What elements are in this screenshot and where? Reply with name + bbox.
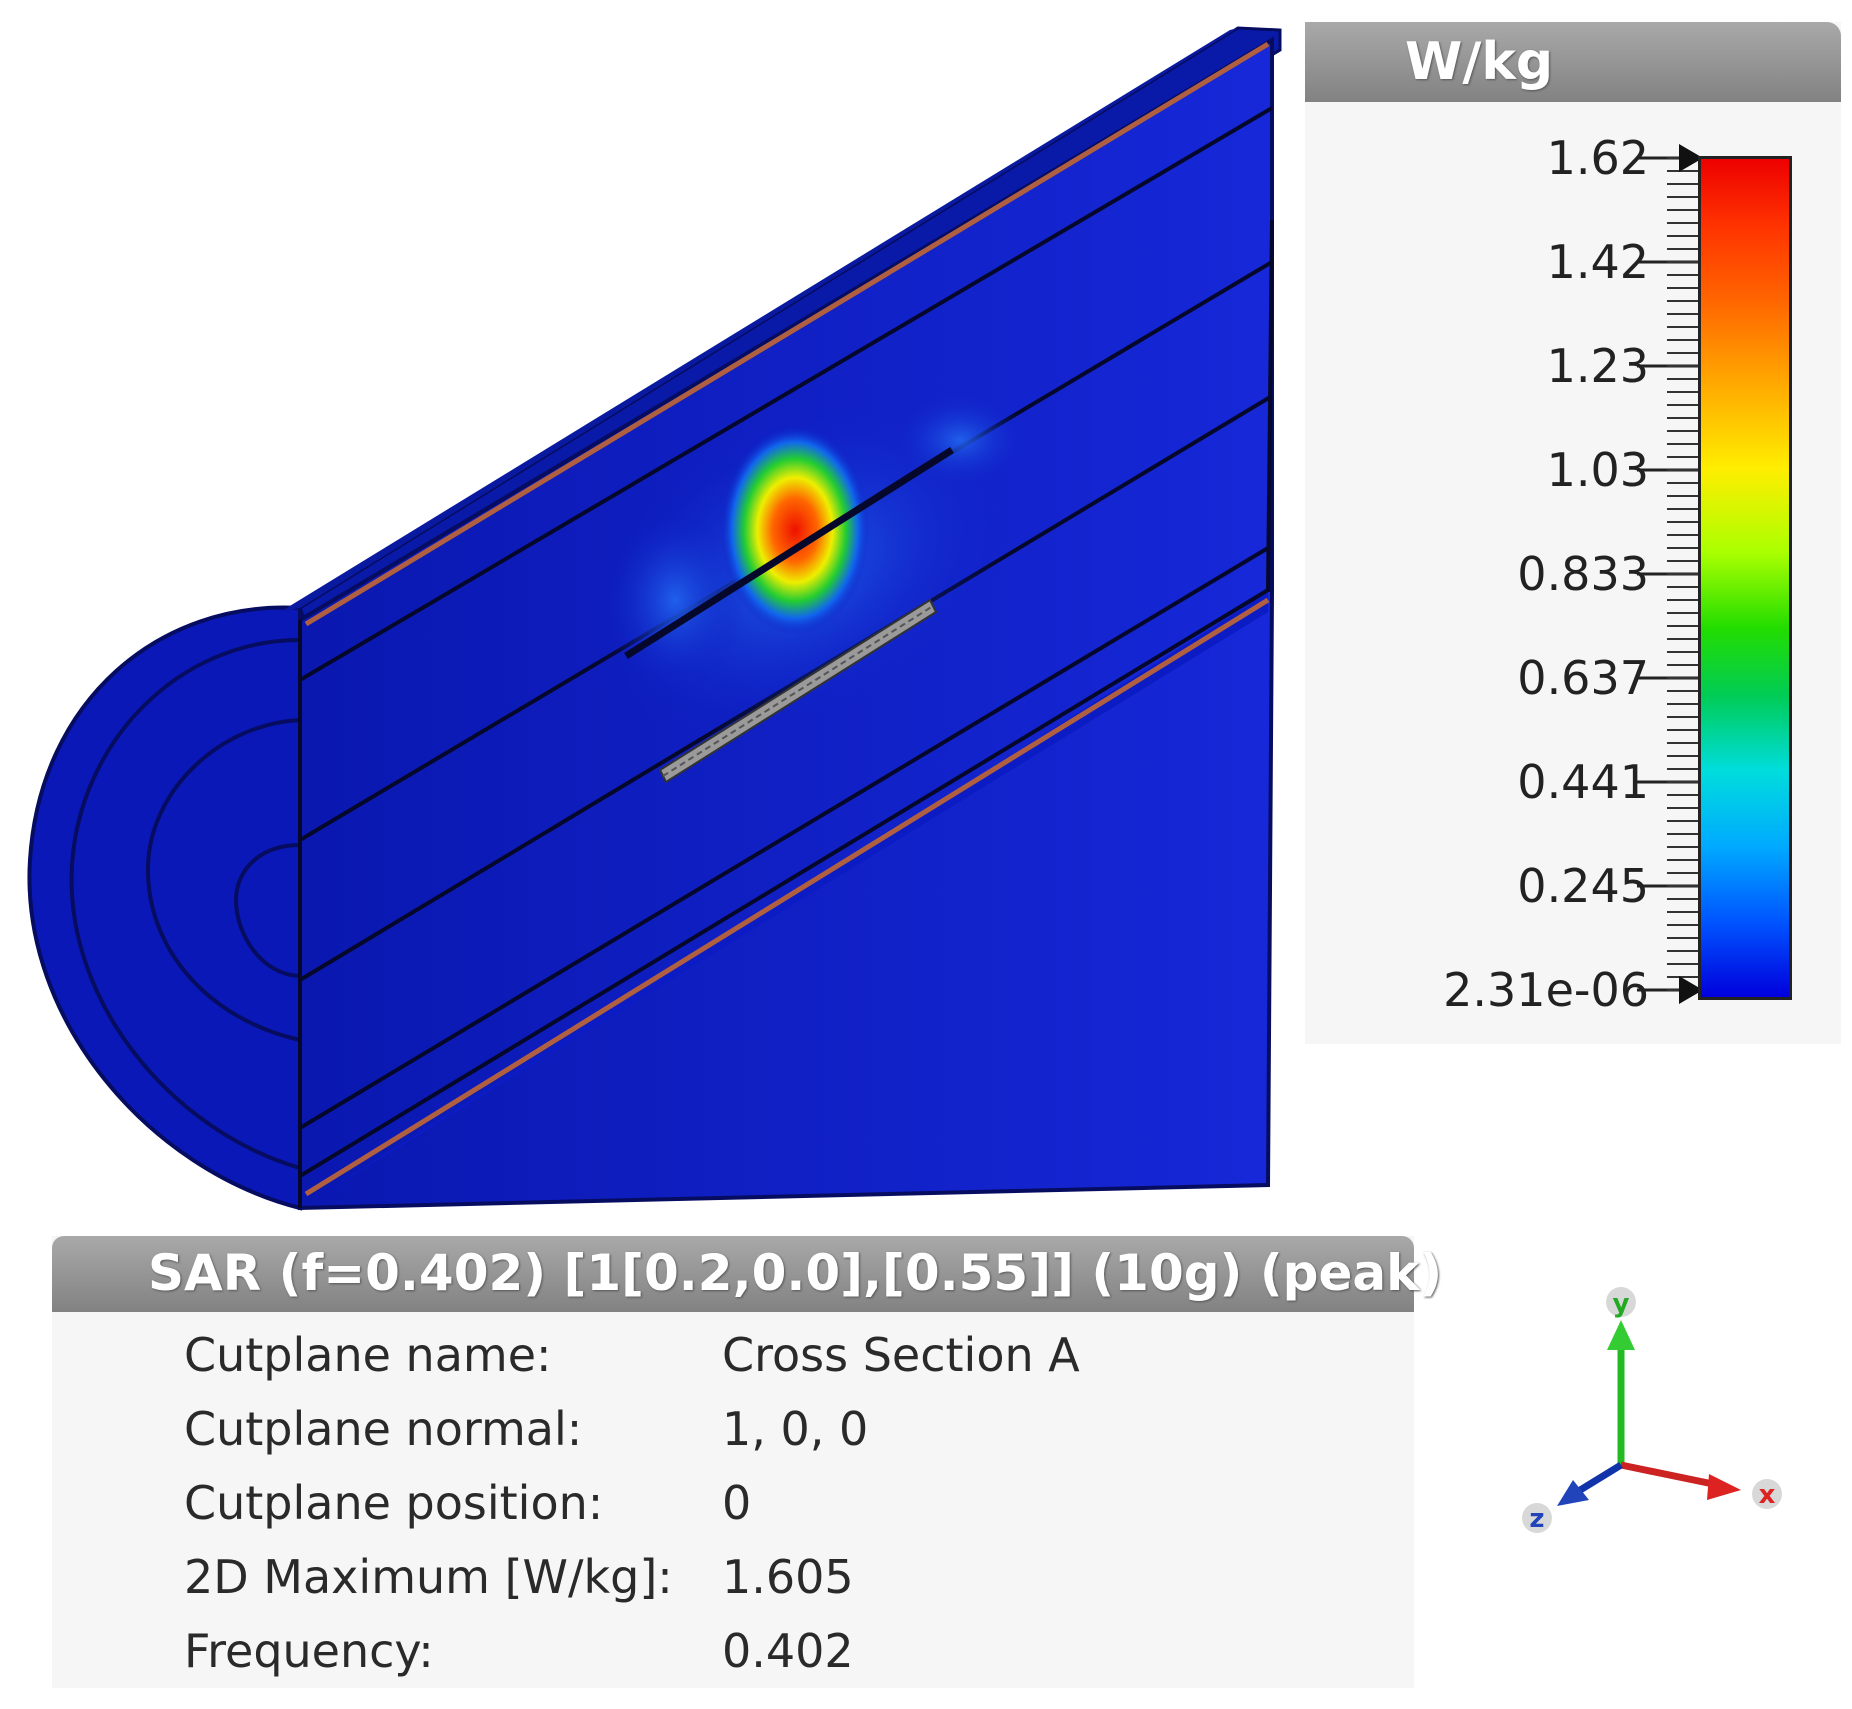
antenna-strip xyxy=(658,598,938,784)
info-label: Cutplane normal: xyxy=(184,1402,583,1456)
bottom-edge-stripe xyxy=(304,597,1270,1197)
info-value: 0 xyxy=(722,1476,752,1530)
info-row-2d-maximum: 2D Maximum [W/kg]: 1.605 xyxy=(184,1550,1384,1620)
z-axis-label: z xyxy=(1529,1504,1544,1534)
colorbar-tick-label: 0.637 xyxy=(1517,651,1649,705)
info-label: Cutplane name: xyxy=(184,1328,552,1382)
info-label: Cutplane position: xyxy=(184,1476,604,1530)
colorbar-gradient xyxy=(1698,156,1792,1000)
colorbar-tick-label: 1.42 xyxy=(1546,235,1649,289)
x-axis-arrow: x xyxy=(1620,1461,1782,1510)
feed-line xyxy=(624,447,954,659)
info-value: 1, 0, 0 xyxy=(722,1402,869,1456)
colorbar-tick-label: 1.62 xyxy=(1546,131,1649,185)
info-row-cutplane-position: Cutplane position: 0 xyxy=(184,1476,1384,1546)
top-edge-stripe xyxy=(304,41,1270,627)
legend-header: W/kg xyxy=(1305,22,1841,102)
cylinder-end-cap xyxy=(27,605,302,1211)
colorbar-tick-label: 0.441 xyxy=(1517,755,1649,809)
y-axis-arrow: y xyxy=(1606,1287,1636,1465)
info-label: Frequency: xyxy=(184,1624,434,1678)
plot-info-panel: SAR (f=0.402) [1[0.2,0.0],[0.55]] (10g) … xyxy=(52,1236,1442,1688)
x-axis-label: x xyxy=(1759,1480,1776,1510)
colorbar-range-arrow xyxy=(1679,144,1703,172)
legend-unit-label: W/kg xyxy=(1405,32,1554,92)
info-value: Cross Section A xyxy=(722,1328,1080,1382)
colorbar-legend: W/kg 1.62 1.42 1.23 1.03 0.833 0.637 0.441 0.24… xyxy=(1305,22,1841,1044)
colorbar-tick-label: 2.31e-06 xyxy=(1443,963,1649,1017)
info-panel-header: SAR (f=0.402) [1[0.2,0.0],[0.55]] (10g) … xyxy=(52,1236,1442,1312)
plot-title: SAR (f=0.402) [1[0.2,0.0],[0.55]] (10g) … xyxy=(148,1244,1443,1302)
y-axis-label: y xyxy=(1613,1289,1630,1319)
info-value: 0.402 xyxy=(722,1624,854,1678)
info-row-cutplane-name: Cutplane name: Cross Section A xyxy=(184,1328,1384,1398)
z-axis-arrow: z xyxy=(1522,1462,1623,1534)
colorbar-tick-label: 1.23 xyxy=(1546,339,1649,393)
colorbar-range-arrow xyxy=(1679,976,1703,1004)
colorbar-tick-label: 0.245 xyxy=(1517,859,1649,913)
colorbar-tick-label: 1.03 xyxy=(1546,443,1649,497)
sar-hotspot xyxy=(585,390,1030,741)
info-label: 2D Maximum [W/kg]: xyxy=(184,1550,673,1604)
colorbar-ticks xyxy=(1637,144,1703,1004)
colorbar-tick-label: 0.833 xyxy=(1517,547,1649,601)
orientation-axes-gizmo[interactable]: y x z xyxy=(1495,1280,1805,1570)
info-row-frequency: Frequency: 0.402 xyxy=(184,1624,1384,1694)
info-row-cutplane-normal: Cutplane normal: 1, 0, 0 xyxy=(184,1402,1384,1472)
info-value: 1.605 xyxy=(722,1550,854,1604)
